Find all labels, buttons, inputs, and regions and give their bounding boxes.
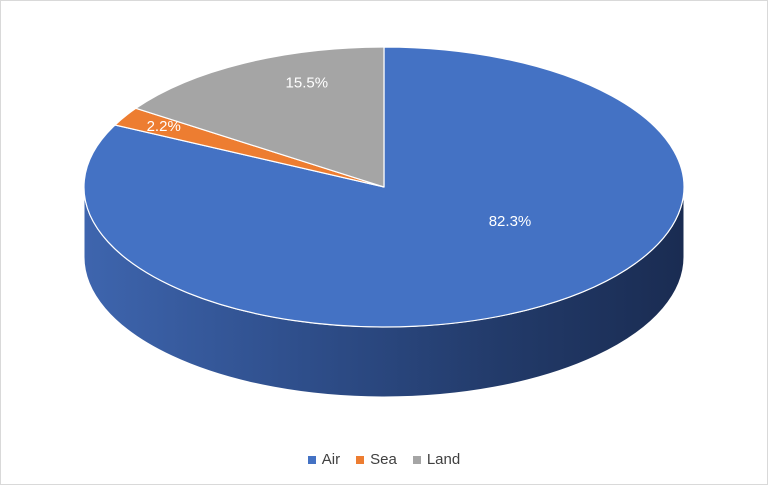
legend-swatch: [412, 455, 421, 464]
data-label-sea: 2.2%: [147, 118, 181, 135]
legend-item-sea: Sea: [356, 451, 397, 468]
legend-swatch: [307, 455, 316, 464]
legend: Air Sea Land: [0, 451, 768, 468]
legend-label: Air: [321, 451, 341, 468]
legend-item-land: Land: [412, 451, 461, 468]
legend-label: Sea: [370, 451, 397, 468]
pie-slice-land: [135, 46, 385, 188]
data-label-land: 15.5%: [286, 74, 329, 91]
legend-label: Land: [426, 451, 461, 468]
legend-item-air: Air: [307, 451, 341, 468]
legend-swatch: [356, 455, 365, 464]
data-label-air: 82.3%: [489, 213, 532, 230]
